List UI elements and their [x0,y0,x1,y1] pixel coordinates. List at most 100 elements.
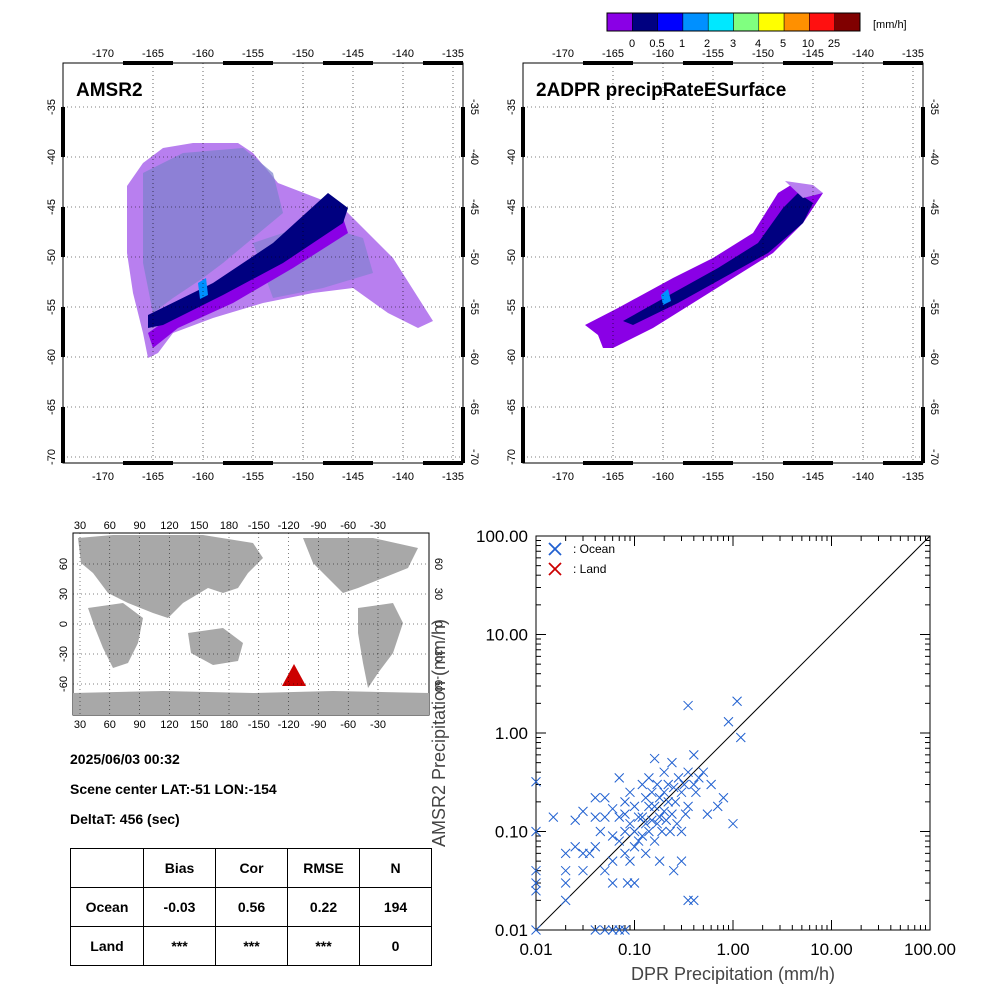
world-lat-tick-label-right: -60 [432,676,444,692]
world-lon-tick-label-top: 90 [133,520,145,532]
dpr-map-panel: -170 -170 -165 -165 -160 -160 -155 -155 -150 -150… [506,48,940,483]
scatter-point-stroke [646,787,657,798]
scatter-point-stroke [683,801,693,812]
stats-cell: *** [143,926,216,966]
scatter-point-stroke [625,856,635,867]
scatter-point [663,796,674,807]
scatter-point-stroke [531,776,541,787]
colorbar-tick-label: 3 [730,38,736,50]
scatter-point-stroke [676,856,687,867]
scatter-point-stroke [531,826,541,837]
frame-bar [521,107,525,157]
scatter-point-stroke [607,856,618,867]
world-lat-tick-label-right: 30 [432,588,444,600]
scatter-point [570,841,581,852]
scatter-point [649,836,660,846]
frame-bar [521,307,525,357]
frame-bar [323,61,373,65]
scatter-point-stroke [640,818,651,829]
scatter-point-stroke [560,895,571,906]
frame-bar [883,61,923,65]
scatter-point [599,925,610,935]
lon-tick-label-top: -170 [92,48,114,60]
lon-tick-label-top: -140 [852,48,874,60]
scatter-point-stroke [629,826,640,837]
world-lat-tick-label-left: -30 [58,646,70,662]
scatter-point-stroke [629,801,640,812]
lat-tick-label-left: -60 [46,349,58,365]
scatter-point-stroke [688,779,699,790]
scatter-point-stroke [560,878,571,888]
world-lon-tick-label-top: -150 [248,520,270,532]
scatter-point [654,812,665,822]
stats-cell: Land [70,926,144,966]
lat-tick-label-right: -40 [468,149,480,165]
scatter-point-stroke [584,848,595,859]
lat-tick-label-right: -70 [928,449,940,465]
world-lon-tick-label-bottom: 60 [104,719,116,731]
scatter-point [688,749,699,760]
colorbar-tick-label: 2 [704,38,710,50]
scatter-point [723,716,734,727]
lon-tick-label-top: -145 [802,48,824,60]
rain-cell [661,289,671,305]
lon-tick-label-top: -135 [902,48,924,60]
scatter-point [659,806,670,817]
scatter-point [531,776,541,787]
scatter-point [644,773,654,783]
scatter-point-stroke [646,815,657,826]
scatter-point [637,812,648,822]
panel-title: 2ADPR precipRateESurface [536,80,786,101]
scatter-point [620,925,630,935]
scatter-point-stroke [706,779,717,790]
lon-tick-label-bottom: -155 [242,471,264,483]
scene-location-marker [282,664,306,686]
scatter-point-stroke [590,925,601,935]
scatter-point-stroke [620,809,630,820]
scatter-point-stroke [649,753,660,764]
scatter-point [625,787,635,798]
panel-title: AMSR2 [76,80,143,101]
lat-tick-label-left: -50 [46,249,58,265]
frame-bar [61,207,65,257]
scatter-point-stroke [723,716,734,727]
lon-tick-label-bottom: -135 [442,471,464,483]
scatter-point-stroke [620,796,630,807]
lat-tick-label-left: -45 [46,199,58,215]
scatter-point-stroke [693,773,704,783]
scatter-point [629,841,640,852]
lon-tick-label-top: -150 [292,48,314,60]
scatter-point [683,767,693,778]
datetime-label: 2025/06/03 00:32 [70,751,180,767]
scatter-point [668,865,679,876]
scatter-point-stroke [680,809,691,820]
stats-row-land: Land *** *** *** 0 [70,926,432,966]
scatter-point-stroke [607,803,618,814]
lon-tick-label-bottom: -140 [852,471,874,483]
scatter-point-stroke [599,792,610,803]
dpr-swath [585,185,823,348]
scatter-point [673,773,684,783]
world-lon-tick-label-bottom: 90 [133,719,145,731]
scatter-point-stroke [676,787,687,798]
world-lon-tick-label-top: 180 [220,520,238,532]
scatter-point [620,796,630,807]
stats-header-cell: Cor [215,848,288,888]
scatter-point [702,809,713,820]
lon-tick-label-top: -150 [752,48,774,60]
world-lon-tick-label-bottom: -90 [310,719,326,731]
scatter-point-stroke [637,831,648,841]
scatter-point [676,787,687,798]
colorbar-swatch [783,12,810,32]
x-tick-label: 10.00 [810,940,853,959]
colorbar-swatch [657,12,684,32]
x-tick-label: 0.01 [519,940,552,959]
scatter-point [590,792,601,803]
world-map-panel: 30 30 60 60 90 90 120 120 150 150 180 180 -150 -150 -1… [58,520,444,731]
lon-tick-label-bottom: -170 [92,471,114,483]
scatter-point [599,865,610,876]
scatter-point [688,779,699,790]
scatter-point-stroke [531,865,541,876]
frame-bar [423,61,463,65]
lon-tick-label-bottom: -145 [802,471,824,483]
